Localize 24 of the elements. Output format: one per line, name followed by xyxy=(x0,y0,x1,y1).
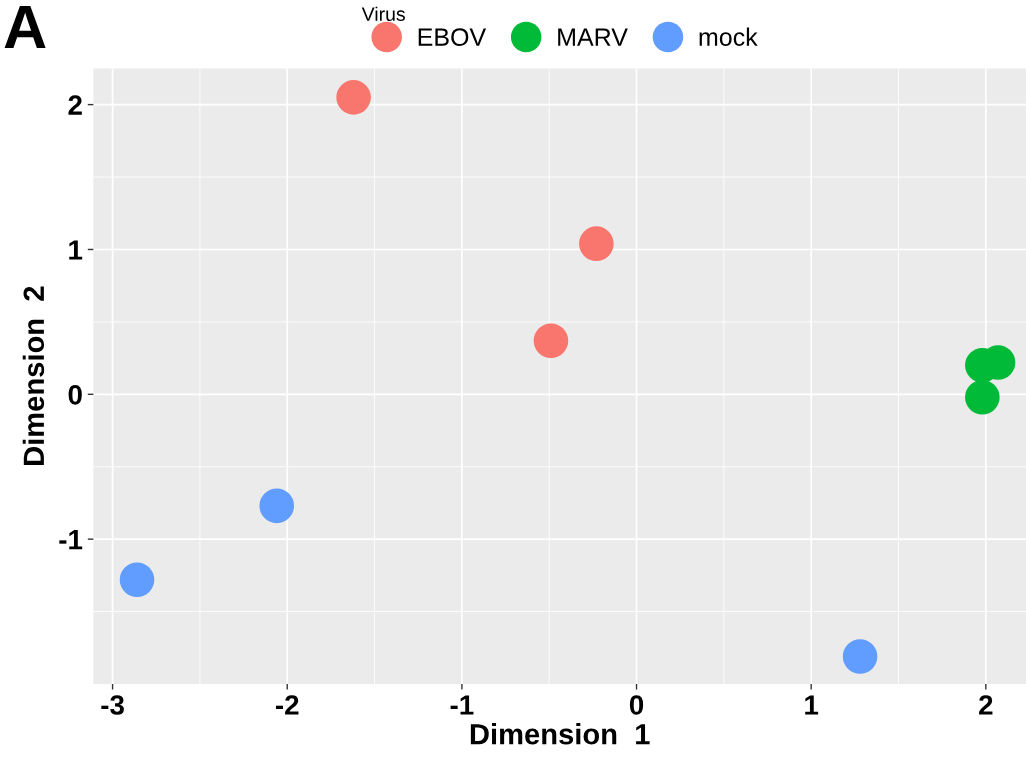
x-tick-label: 2 xyxy=(979,695,993,715)
y-tick-label: 0 xyxy=(68,384,82,405)
point xyxy=(119,562,155,597)
point xyxy=(842,639,878,674)
legend-label: EBOV xyxy=(418,28,487,46)
x-axis-title: Dimension 1 xyxy=(470,723,650,745)
x-tick-label: 0 xyxy=(629,695,644,715)
x-tick-label: -3 xyxy=(101,695,124,715)
legend-label: MARV xyxy=(558,28,628,46)
legend-title: Virus xyxy=(361,6,405,21)
text: A xyxy=(4,6,46,49)
point xyxy=(579,226,614,261)
y-tick-label: 2 xyxy=(68,95,82,115)
x-tick-label: -2 xyxy=(275,695,299,715)
x-tick-label: -1 xyxy=(450,695,474,715)
point xyxy=(259,488,295,524)
point xyxy=(533,323,569,358)
y-axis-title: Dimension 2 xyxy=(22,286,45,466)
point xyxy=(336,80,371,115)
y-tick-label: 1 xyxy=(69,240,83,260)
legend-label: mock xyxy=(699,27,758,46)
point xyxy=(965,379,1000,415)
x-tick-label: 1 xyxy=(805,695,819,715)
y-tick-label: -1 xyxy=(59,530,83,550)
